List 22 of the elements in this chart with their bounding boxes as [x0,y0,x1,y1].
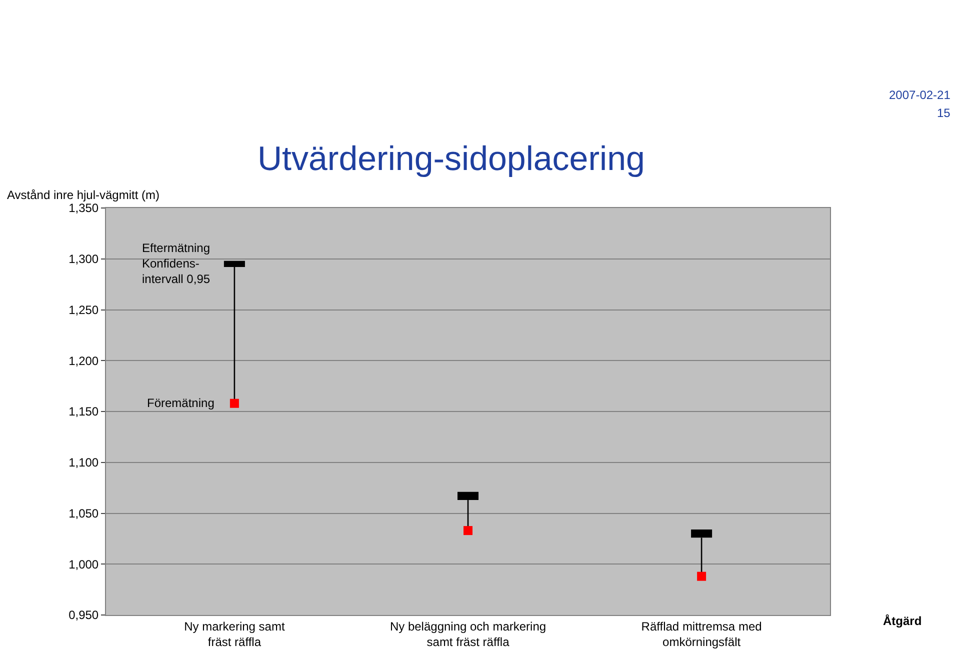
y-tick-label: 1,200 [68,354,99,368]
x-tick-label: Räfflad mittremsa med omkörningsfält [641,619,762,649]
text: 15 [937,106,951,120]
y-tick-label: 1,150 [68,404,99,419]
legend-label: Eftermätning Konfidens- intervall 0,95 [142,241,210,286]
text: 2007-02-21 [889,88,951,102]
y-tick-label: 0,950 [68,608,99,622]
point [697,572,706,581]
y-tick-label: 1,050 [68,506,99,520]
series-label: Föremätning [147,396,214,410]
y-tick-label: 1,100 [68,456,99,470]
x-tick-label: Ny markering samt fräst räffla [184,619,286,649]
point [464,526,472,536]
point [230,398,239,408]
x-tick-label: Ny beläggning och markering samt fräst räffla [390,619,546,649]
y-tick-label: 1,250 [68,302,99,317]
chart-title: Utvärdering-sidoplacering [257,140,645,178]
y-tick-label: 1,300 [68,252,99,266]
y-tick-label: 1,000 [68,557,99,572]
x-axis-title: Åtgärd [883,614,922,628]
y-axis-title: Avstånd inre hjul-vägmitt (m) [7,188,160,202]
y-tick-label: 1,350 [68,201,99,216]
